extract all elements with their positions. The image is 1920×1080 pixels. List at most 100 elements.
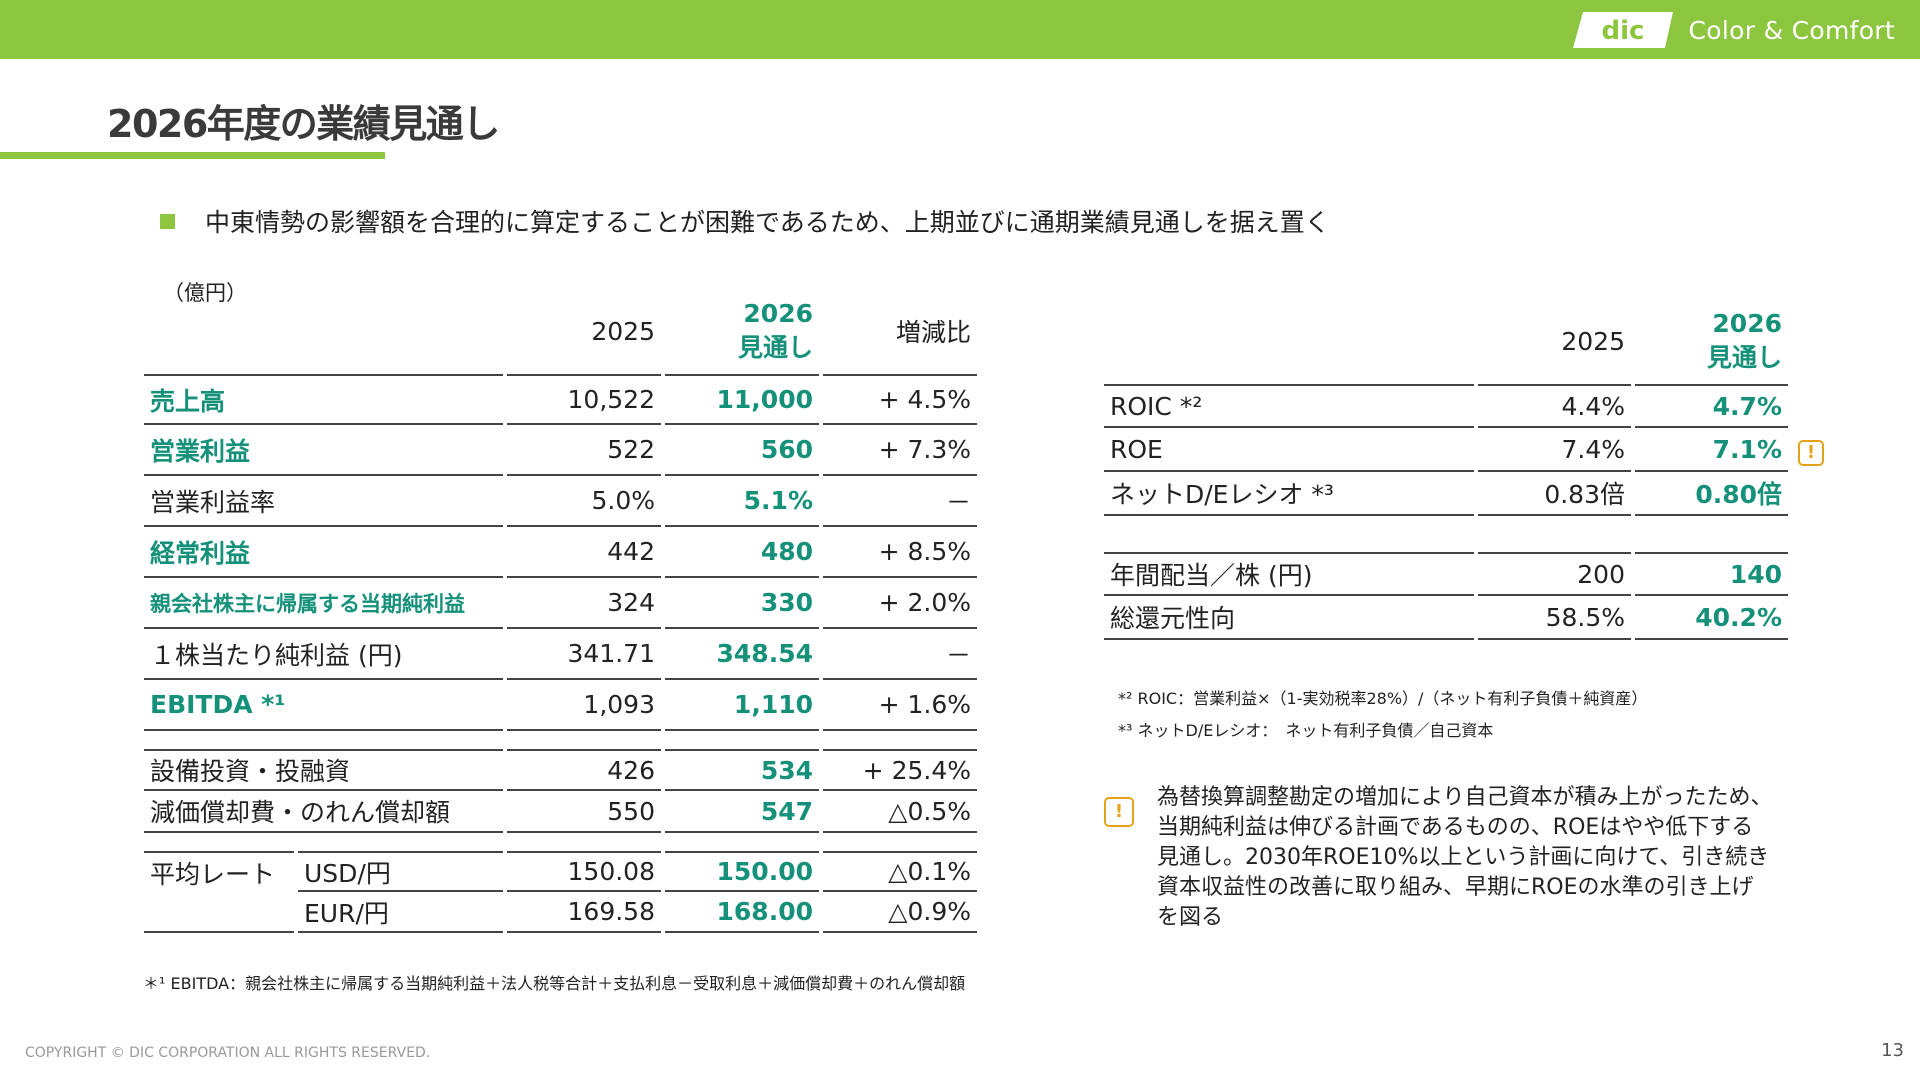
value-2026: 40.2% <box>1635 596 1788 640</box>
row-label: 営業利益率 <box>144 476 503 527</box>
page-number: 13 <box>1881 1040 1904 1061</box>
table-row: 設備投資・投融資 426 534 + 25.4% <box>144 749 977 791</box>
value-2025: 426 <box>507 749 661 791</box>
value-2025: 58.5% <box>1478 596 1631 640</box>
table-header-row: 2025 2026 見通し 増減比 <box>144 288 977 374</box>
row-label: 親会社株主に帰属する当期純利益 <box>144 578 503 629</box>
header-2026-forecast: 見通し <box>737 333 813 362</box>
currency-label: USD/円 <box>298 851 503 892</box>
value-2025: 324 <box>507 578 661 629</box>
footnote-de-ratio: *³ ネットD/Eレシオ： ネット有利子負債／自己資本 <box>1118 721 1494 740</box>
table-row: １株当たり純利益 (円) 341.71 348.54 － <box>144 629 977 680</box>
note-line: を図る <box>1157 905 1224 930</box>
value-2026: 0.80倍 <box>1635 472 1788 516</box>
value-2026: 348.54 <box>665 629 819 680</box>
header-2025: 2025 <box>1561 326 1625 356</box>
table-header-row: 2025 2026 見通し <box>1104 298 1842 384</box>
brand-tagline: Color & Comfort <box>1688 15 1895 45</box>
value-change: + 1.6% <box>823 680 977 731</box>
note-line: 当期純利益は伸びる計画であるものの、ROEはやや低下する <box>1157 815 1754 840</box>
row-label: １株当たり純利益 (円) <box>144 629 503 680</box>
value-change: △0.5% <box>823 791 977 833</box>
header-2025: 2025 <box>591 316 655 346</box>
header-2026-year: 2026 <box>743 299 813 328</box>
table-row: 営業利益 522 560 + 7.3% <box>144 425 977 476</box>
dic-logo-icon: dic <box>1572 12 1673 48</box>
table-row: 経常利益 442 480 + 8.5% <box>144 527 977 578</box>
header-2026-forecast: 見通し <box>1706 343 1782 372</box>
row-label: ROE <box>1104 428 1474 472</box>
value-2026: 150.00 <box>665 851 819 892</box>
row-label: ROIC *² <box>1104 384 1474 428</box>
value-2025: 7.4% <box>1478 428 1631 472</box>
row-label: 年間配当／株 (円) <box>1104 552 1474 596</box>
value-2025: 0.83倍 <box>1478 472 1631 516</box>
row-label: 総還元性向 <box>1104 596 1474 640</box>
header-2026-year: 2026 <box>1712 309 1782 338</box>
value-2025: 4.4% <box>1478 384 1631 428</box>
table-row: ネットD/Eレシオ *³ 0.83倍 0.80倍 <box>1104 472 1842 516</box>
lead-text: 中東情勢の影響額を合理的に算定することが困難であるため、上期並びに通期業績見通し… <box>205 208 1330 237</box>
value-2026: 330 <box>665 578 819 629</box>
rate-row-usd: 平均レート USD/円 150.08 150.00 △0.1% <box>144 851 977 892</box>
value-change: + 2.0% <box>823 578 977 629</box>
value-2025: 522 <box>507 425 661 476</box>
value-2025: 150.08 <box>507 851 661 892</box>
header-change: 増減比 <box>895 318 971 347</box>
row-label: EBITDA *¹ <box>144 680 503 731</box>
note-line: 見通し。2030年ROE10%以上という計画に向けて、引き続き <box>1157 845 1770 870</box>
row-label: 営業利益 <box>144 425 503 476</box>
value-2026: 1,110 <box>665 680 819 731</box>
logo-letters: dic <box>1601 16 1644 46</box>
value-change: － <box>823 476 977 527</box>
page-title: 2026年度の業績見通し <box>107 102 500 146</box>
value-2026: 560 <box>665 425 819 476</box>
unit-label: （億円） <box>163 281 247 305</box>
value-change: + 25.4% <box>823 749 977 791</box>
table-row: ROE 7.4% 7.1% ! <box>1104 428 1842 472</box>
table-row: 年間配当／株 (円) 200 140 <box>1104 552 1842 596</box>
value-change: + 4.5% <box>823 374 977 425</box>
top-bar: dic Color & Comfort <box>0 0 1920 59</box>
table-row: 減価償却費・のれん償却額 550 547 △0.5% <box>144 791 977 833</box>
value-change: － <box>823 629 977 680</box>
value-2025: 550 <box>507 791 661 833</box>
note-warning-icon: ! <box>1104 797 1134 827</box>
roe-note: 為替換算調整勘定の増加により自己資本が積み上がったため、 当期純利益は伸びる計画… <box>1157 783 1777 933</box>
value-2025: 200 <box>1478 552 1631 596</box>
table-row: ROIC *² 4.4% 4.7% <box>1104 384 1842 428</box>
row-label: 売上高 <box>144 374 503 425</box>
table-row: 親会社株主に帰属する当期純利益 324 330 + 2.0% <box>144 578 977 629</box>
capital-efficiency-table: 2025 2026 見通し ROIC *² 4.4% 4.7% ROE 7.4% … <box>1100 298 1846 640</box>
value-2025: 10,522 <box>507 374 661 425</box>
square-bullet-icon <box>160 213 175 229</box>
value-2025: 169.58 <box>507 892 661 933</box>
value-2026: 5.1% <box>665 476 819 527</box>
value-2025: 1,093 <box>507 680 661 731</box>
dic-logo: dic Color & Comfort <box>1572 12 1895 48</box>
value-change: + 8.5% <box>823 527 977 578</box>
table-row: 営業利益率 5.0% 5.1% － <box>144 476 977 527</box>
rate-row-eur: EUR/円 169.58 168.00 △0.9% <box>144 892 977 933</box>
value-2026: 4.7% <box>1635 384 1788 428</box>
value-2026: 7.1% <box>1635 428 1788 472</box>
value-2025: 341.71 <box>507 629 661 680</box>
value-change: △0.1% <box>823 851 977 892</box>
value-change: + 7.3% <box>823 425 977 476</box>
note-line: 為替換算調整勘定の増加により自己資本が積み上がったため、 <box>1157 785 1773 810</box>
value-2026: 140 <box>1635 552 1788 596</box>
note-line: 資本収益性の改善に取り組み、早期にROEの水準の引き上げ <box>1157 875 1754 900</box>
table-row: EBITDA *¹ 1,093 1,110 + 1.6% <box>144 680 977 731</box>
value-2026: 168.00 <box>665 892 819 933</box>
footnote-ebitda: ＊¹ EBITDA：親会社株主に帰属する当期純利益＋法人税等合計＋支払利息－受取… <box>143 974 966 993</box>
footnote-roic: *² ROIC：営業利益×（1-実効税率28%）/（ネット有利子負債＋純資産） <box>1118 689 1648 708</box>
lead-statement: 中東情勢の影響額を合理的に算定することが困難であるため、上期並びに通期業績見通し… <box>160 203 1330 239</box>
value-2026: 11,000 <box>665 374 819 425</box>
table-row: 売上高 10,522 11,000 + 4.5% <box>144 374 977 425</box>
value-2026: 547 <box>665 791 819 833</box>
header-2026: 2026 見通し <box>665 288 819 374</box>
currency-label: EUR/円 <box>298 892 503 933</box>
title-underline <box>0 152 385 159</box>
value-2026: 480 <box>665 527 819 578</box>
row-label: 設備投資・投融資 <box>144 749 503 791</box>
